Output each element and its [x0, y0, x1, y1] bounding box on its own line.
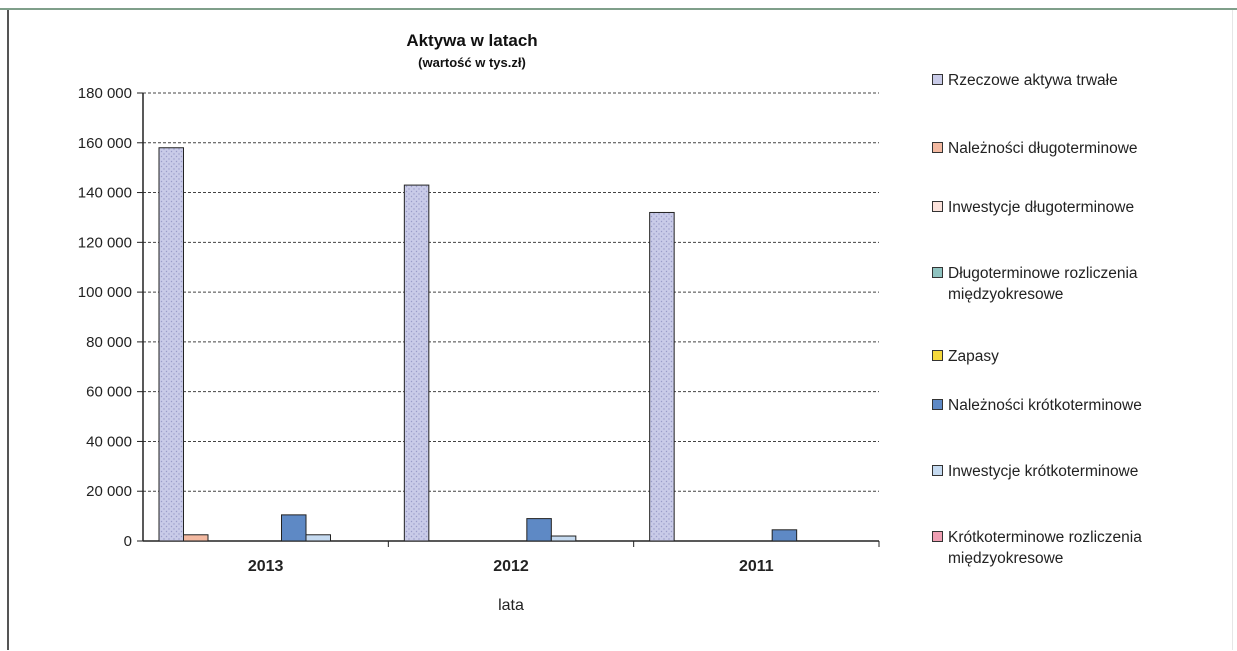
legend-label: Rzeczowe aktywa trwałe [948, 72, 1118, 89]
legend-swatch [932, 399, 943, 410]
legend-item: Krótkoterminowe rozliczenia międzyokreso… [932, 527, 1142, 569]
bar-2013-series-0 [158, 147, 184, 542]
bar-2013-series-1 [183, 534, 209, 542]
legend-swatch [932, 267, 943, 278]
chart-title: Aktywa w latach [406, 31, 538, 50]
x-tick-label: 2013 [248, 558, 284, 575]
legend-label: Zapasy [948, 348, 999, 365]
y-tick-label: 40 000 [86, 433, 132, 450]
y-tick-label: 100 000 [78, 284, 132, 301]
chart-subtitle: (wartość w tys.zł) [418, 55, 526, 70]
legend-swatch [932, 142, 943, 153]
y-tick-label: 80 000 [86, 334, 132, 351]
legend-swatch [932, 465, 943, 476]
legend-swatch [932, 531, 943, 542]
y-tick-label: 20 000 [86, 483, 132, 500]
legend-label: Długoterminowe rozliczenia międzyokresow… [948, 265, 1138, 303]
legend-item: Zapasy [932, 346, 999, 367]
y-tick-label: 180 000 [78, 85, 132, 102]
bar-2012-series-5 [526, 518, 552, 542]
x-tick-label: 2011 [739, 558, 774, 575]
legend-label: Inwestycje długoterminowe [948, 199, 1135, 216]
x-tick-label: 2012 [493, 558, 529, 575]
legend-item: Inwestycje długoterminowe [932, 197, 1134, 218]
legend-item: Należności krótkoterminowe [932, 395, 1142, 416]
bar-2013-series-5 [281, 514, 307, 542]
legend-item: Rzeczowe aktywa trwałe [932, 70, 1118, 91]
y-tick-label: 140 000 [78, 185, 132, 202]
legend-swatch [932, 74, 943, 85]
legend-swatch [932, 201, 943, 212]
bar-2012-series-0 [403, 184, 430, 542]
bar-2013-series-6 [305, 534, 331, 542]
legend-item: Należności długoterminowe [932, 138, 1138, 159]
legend-label: Krótkoterminowe rozliczenia międzyokreso… [948, 529, 1142, 567]
bar-2011-series-5 [771, 529, 798, 542]
chart-frame [7, 10, 1233, 650]
legend-item: Inwestycje krótkoterminowe [932, 461, 1138, 482]
y-tick-label: 120 000 [78, 234, 132, 251]
bar-2012-series-6 [550, 535, 577, 542]
y-tick-label: 60 000 [86, 384, 132, 401]
y-tick-label: 160 000 [78, 135, 132, 152]
legend-label: Należności krótkoterminowe [948, 397, 1142, 414]
x-axis-title: lata [498, 597, 524, 614]
y-tick-label: 0 [124, 533, 132, 550]
legend-swatch [932, 350, 943, 361]
legend-label: Należności długoterminowe [948, 140, 1138, 157]
legend-item: Długoterminowe rozliczenia międzyokresow… [932, 263, 1138, 305]
legend-label: Inwestycje krótkoterminowe [948, 463, 1139, 480]
top-rule [0, 8, 1237, 10]
bar-2011-series-0 [649, 211, 675, 542]
